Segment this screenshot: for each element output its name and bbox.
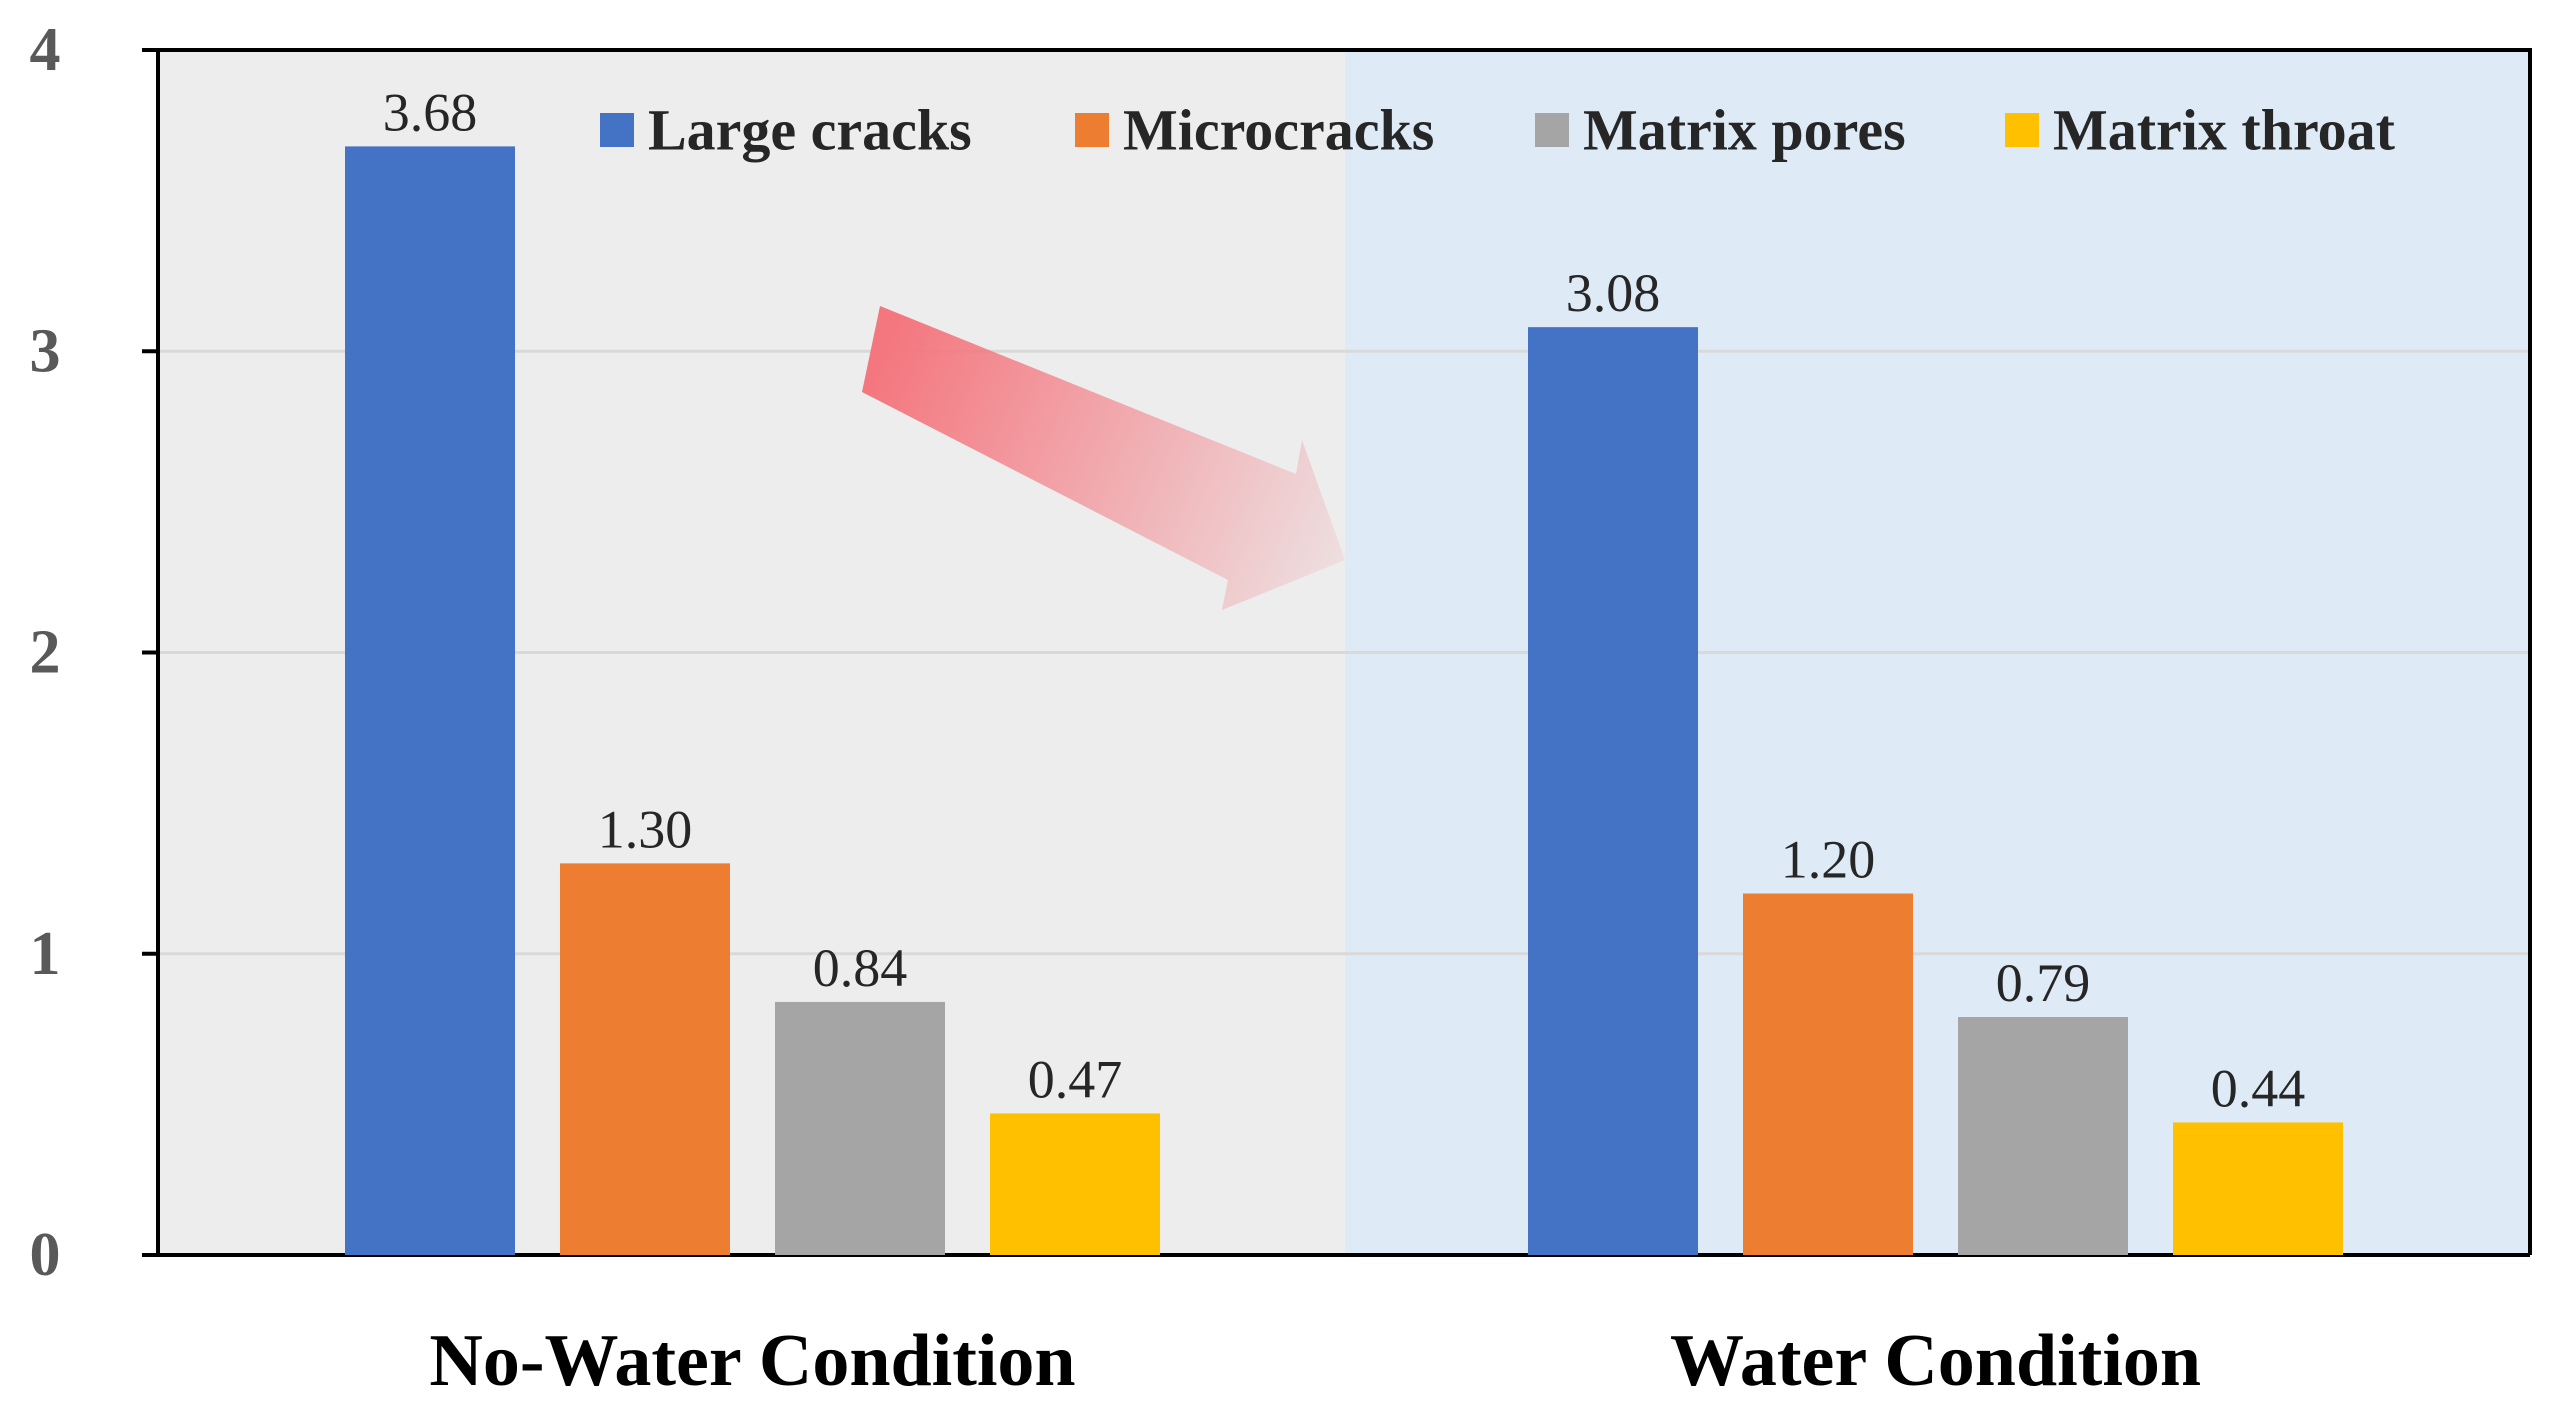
y-tick-label: 4 [30,16,61,84]
x-category-label: Water Condition [1670,1320,2201,1402]
bar [1528,327,1698,1255]
y-tick-label: 0 [30,1221,61,1289]
bar [1743,893,1913,1255]
data-label: 1.30 [598,799,693,859]
data-label: 3.08 [1566,263,1661,323]
data-label: 3.68 [383,82,478,142]
legend-label: Microcracks [1123,98,1434,163]
data-label: 0.47 [1028,1049,1123,1109]
y-tick-label: 2 [30,619,61,687]
legend-label: Large cracks [648,98,972,163]
bar [2173,1122,2343,1255]
data-label: 0.79 [1996,953,2091,1013]
legend-label: Matrix throat [2053,98,2396,163]
bar [775,1001,945,1255]
bar [990,1113,1160,1255]
bar [345,146,515,1255]
y-tick-label: 3 [30,317,61,385]
legend-swatch [2005,113,2039,147]
data-label: 0.84 [813,938,908,998]
bar [1958,1017,2128,1255]
data-label: 1.20 [1781,830,1876,890]
y-tick-label: 1 [30,920,61,988]
legend-swatch [1075,113,1109,147]
x-category-label: No-Water Condition [429,1320,1075,1402]
legend-swatch [1535,113,1569,147]
legend-swatch [600,113,634,147]
data-label: 0.44 [2211,1058,2306,1118]
legend-label: Matrix pores [1583,98,1906,163]
bar [560,863,730,1255]
annotation-arrow [862,306,1345,610]
